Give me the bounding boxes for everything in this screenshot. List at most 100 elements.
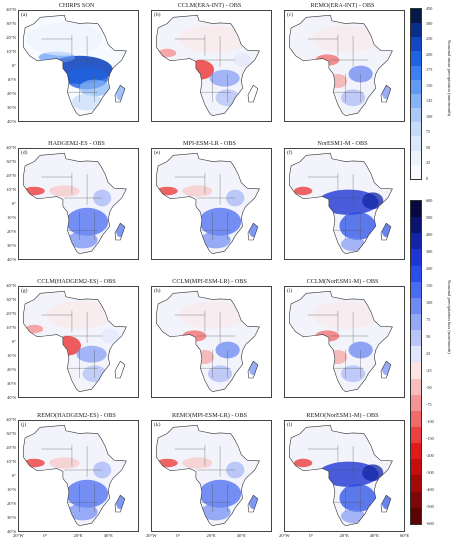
africa-map: [156, 152, 260, 255]
colorbar-swatch: [411, 23, 421, 38]
precip-region-3: [182, 457, 213, 469]
lat-tick-label: 40°N: [6, 145, 16, 150]
colorbar-tick-label: 25: [426, 350, 431, 356]
colorbar-swatch: [411, 426, 421, 444]
precip-region-1: [65, 479, 109, 508]
precip-region-3: [195, 350, 215, 364]
colorbar-swatch: [411, 313, 421, 331]
colorbar-tick-label: 300: [426, 248, 433, 254]
africa-outline: [156, 424, 260, 527]
madagascar-outline: [247, 222, 259, 241]
map-panel-i: CCLM(NorESM1-M) - OBS (i): [280, 278, 405, 398]
precip-region-5: [233, 53, 252, 67]
colorbar-swatch: [411, 281, 421, 298]
lon-tick-label: 0°: [43, 533, 48, 538]
map-panel-c: REMO(ERA-INT) - OBS (c): [280, 2, 405, 122]
map-frame: (c): [284, 10, 405, 122]
colorbar-tick-label: 175: [426, 67, 433, 73]
lon-tick-label: 60°E: [400, 533, 410, 538]
africa-outline: [23, 152, 127, 255]
colorbar-tick-label: -25: [426, 367, 432, 373]
colorbar-swatch: [411, 459, 421, 476]
precip-region-2: [67, 231, 98, 249]
colorbar-mean: [410, 8, 422, 180]
colorbar-swatch: [411, 362, 421, 379]
colorbar-tick-label: 200: [426, 265, 433, 271]
colorbar-tick-label: -100: [426, 418, 434, 424]
colorbar-tick-label: 250: [426, 36, 433, 42]
panel-title: CCLM(ERA-INT) - OBS: [177, 2, 242, 9]
colorbar-swatch: [411, 443, 421, 460]
panel-title: REMO(NorESM1-M) - OBS: [306, 412, 379, 419]
colorbar-tick-label: -75: [426, 401, 432, 407]
precip-region-3: [49, 457, 80, 469]
lon-tick-label: 20°W: [13, 533, 24, 538]
precip-region-0: [23, 186, 45, 196]
lat-tick-label: 30°S: [7, 381, 16, 386]
lat-tick-label: 30°N: [6, 159, 16, 164]
colorbar-swatch: [411, 265, 421, 282]
precip-region-1: [339, 484, 376, 512]
panel-label: (e): [154, 150, 161, 156]
africa-outline: [23, 424, 127, 527]
colorbar-swatch: [411, 79, 421, 94]
panel-title: CHIRPS SON: [58, 2, 95, 9]
map-panel-e: MPI-ESM-LR - OBS (e): [147, 140, 272, 260]
precip-region-3: [182, 185, 213, 197]
precip-region-6: [71, 93, 103, 111]
lat-tick-label: 20°N: [6, 311, 16, 316]
map-panel-a: CHIRPS SON (a) 40°N 30°N 20°N 10°N 0° 10°S 20°S 3…: [6, 2, 139, 124]
precip-region-0: [23, 458, 45, 468]
precip-region-2: [76, 345, 107, 363]
colorbar-tick-label: -500: [426, 503, 434, 509]
colorbar-tick-label: 450: [426, 5, 433, 11]
precip-region-3: [362, 192, 384, 210]
lat-tick-label: 40°N: [6, 283, 16, 288]
precip-region-1: [65, 207, 109, 236]
lon-tick-label: 40°E: [236, 533, 246, 538]
panel-title: CCLM(MPI-ESM-LR) - OBS: [172, 278, 247, 285]
madagascar-outline: [380, 84, 392, 103]
africa-outline: [23, 290, 127, 393]
colorbar-swatch: [411, 150, 421, 165]
colorbar-swatch: [411, 108, 421, 123]
panel-title: HADGEM2-ES - OBS: [48, 140, 105, 147]
lat-tick-label: 10°N: [6, 187, 16, 192]
africa-outline: [289, 152, 393, 255]
lat-tick-label: 20°S: [7, 91, 16, 96]
lat-tick-label: 20°S: [7, 367, 16, 372]
precip-region-2: [294, 458, 313, 468]
lat-tick-label: 10°S: [7, 77, 16, 82]
colorbar-mean-label: Seasonal mean precipitation (mm/month): [447, 40, 452, 117]
precip-region-3: [328, 350, 348, 364]
map-frame: (g): [18, 286, 139, 398]
precip-region-3: [328, 74, 348, 88]
lat-tick-label: 30°S: [7, 515, 16, 520]
colorbar-tick-label: 400: [426, 231, 433, 237]
lat-tick-label: 30°S: [7, 243, 16, 248]
colorbar-swatch: [411, 136, 421, 151]
map-panel-l: REMO(NorESM1-M) - OBS (l) 20°W 0° 20°E 40°E 60…: [279, 412, 409, 538]
precip-region-0: [156, 458, 178, 468]
map-frame: (k): [151, 420, 272, 532]
map-panel-h: CCLM(MPI-ESM-LR) - OBS (h): [147, 278, 272, 398]
colorbar-swatch: [411, 122, 421, 137]
lat-tick-label: 40°S: [7, 395, 16, 400]
colorbar-swatch: [411, 65, 421, 80]
map-panel-f: NorESM1-M - OBS (f): [280, 140, 405, 260]
lon-tick-label: 20°E: [206, 533, 216, 538]
colorbar-swatch: [411, 9, 421, 24]
africa-map: [289, 14, 393, 117]
lat-tick-label: 10°S: [7, 215, 16, 220]
madagascar-outline: [247, 84, 259, 103]
panel-label: (k): [154, 422, 161, 428]
colorbar-swatch: [411, 164, 421, 179]
map-frame: (h): [151, 286, 272, 398]
africa-outline: [289, 290, 393, 393]
africa-outline: [156, 14, 260, 117]
precip-region-4: [179, 301, 246, 329]
colorbar-tick-label: -400: [426, 486, 434, 492]
map-panel-b: CCLM(ERA-INT) - OBS (b): [147, 2, 272, 122]
colorbar-bias-label: Seasonal precipitation bias (mm/month): [447, 280, 452, 354]
precip-region-1: [198, 479, 242, 508]
